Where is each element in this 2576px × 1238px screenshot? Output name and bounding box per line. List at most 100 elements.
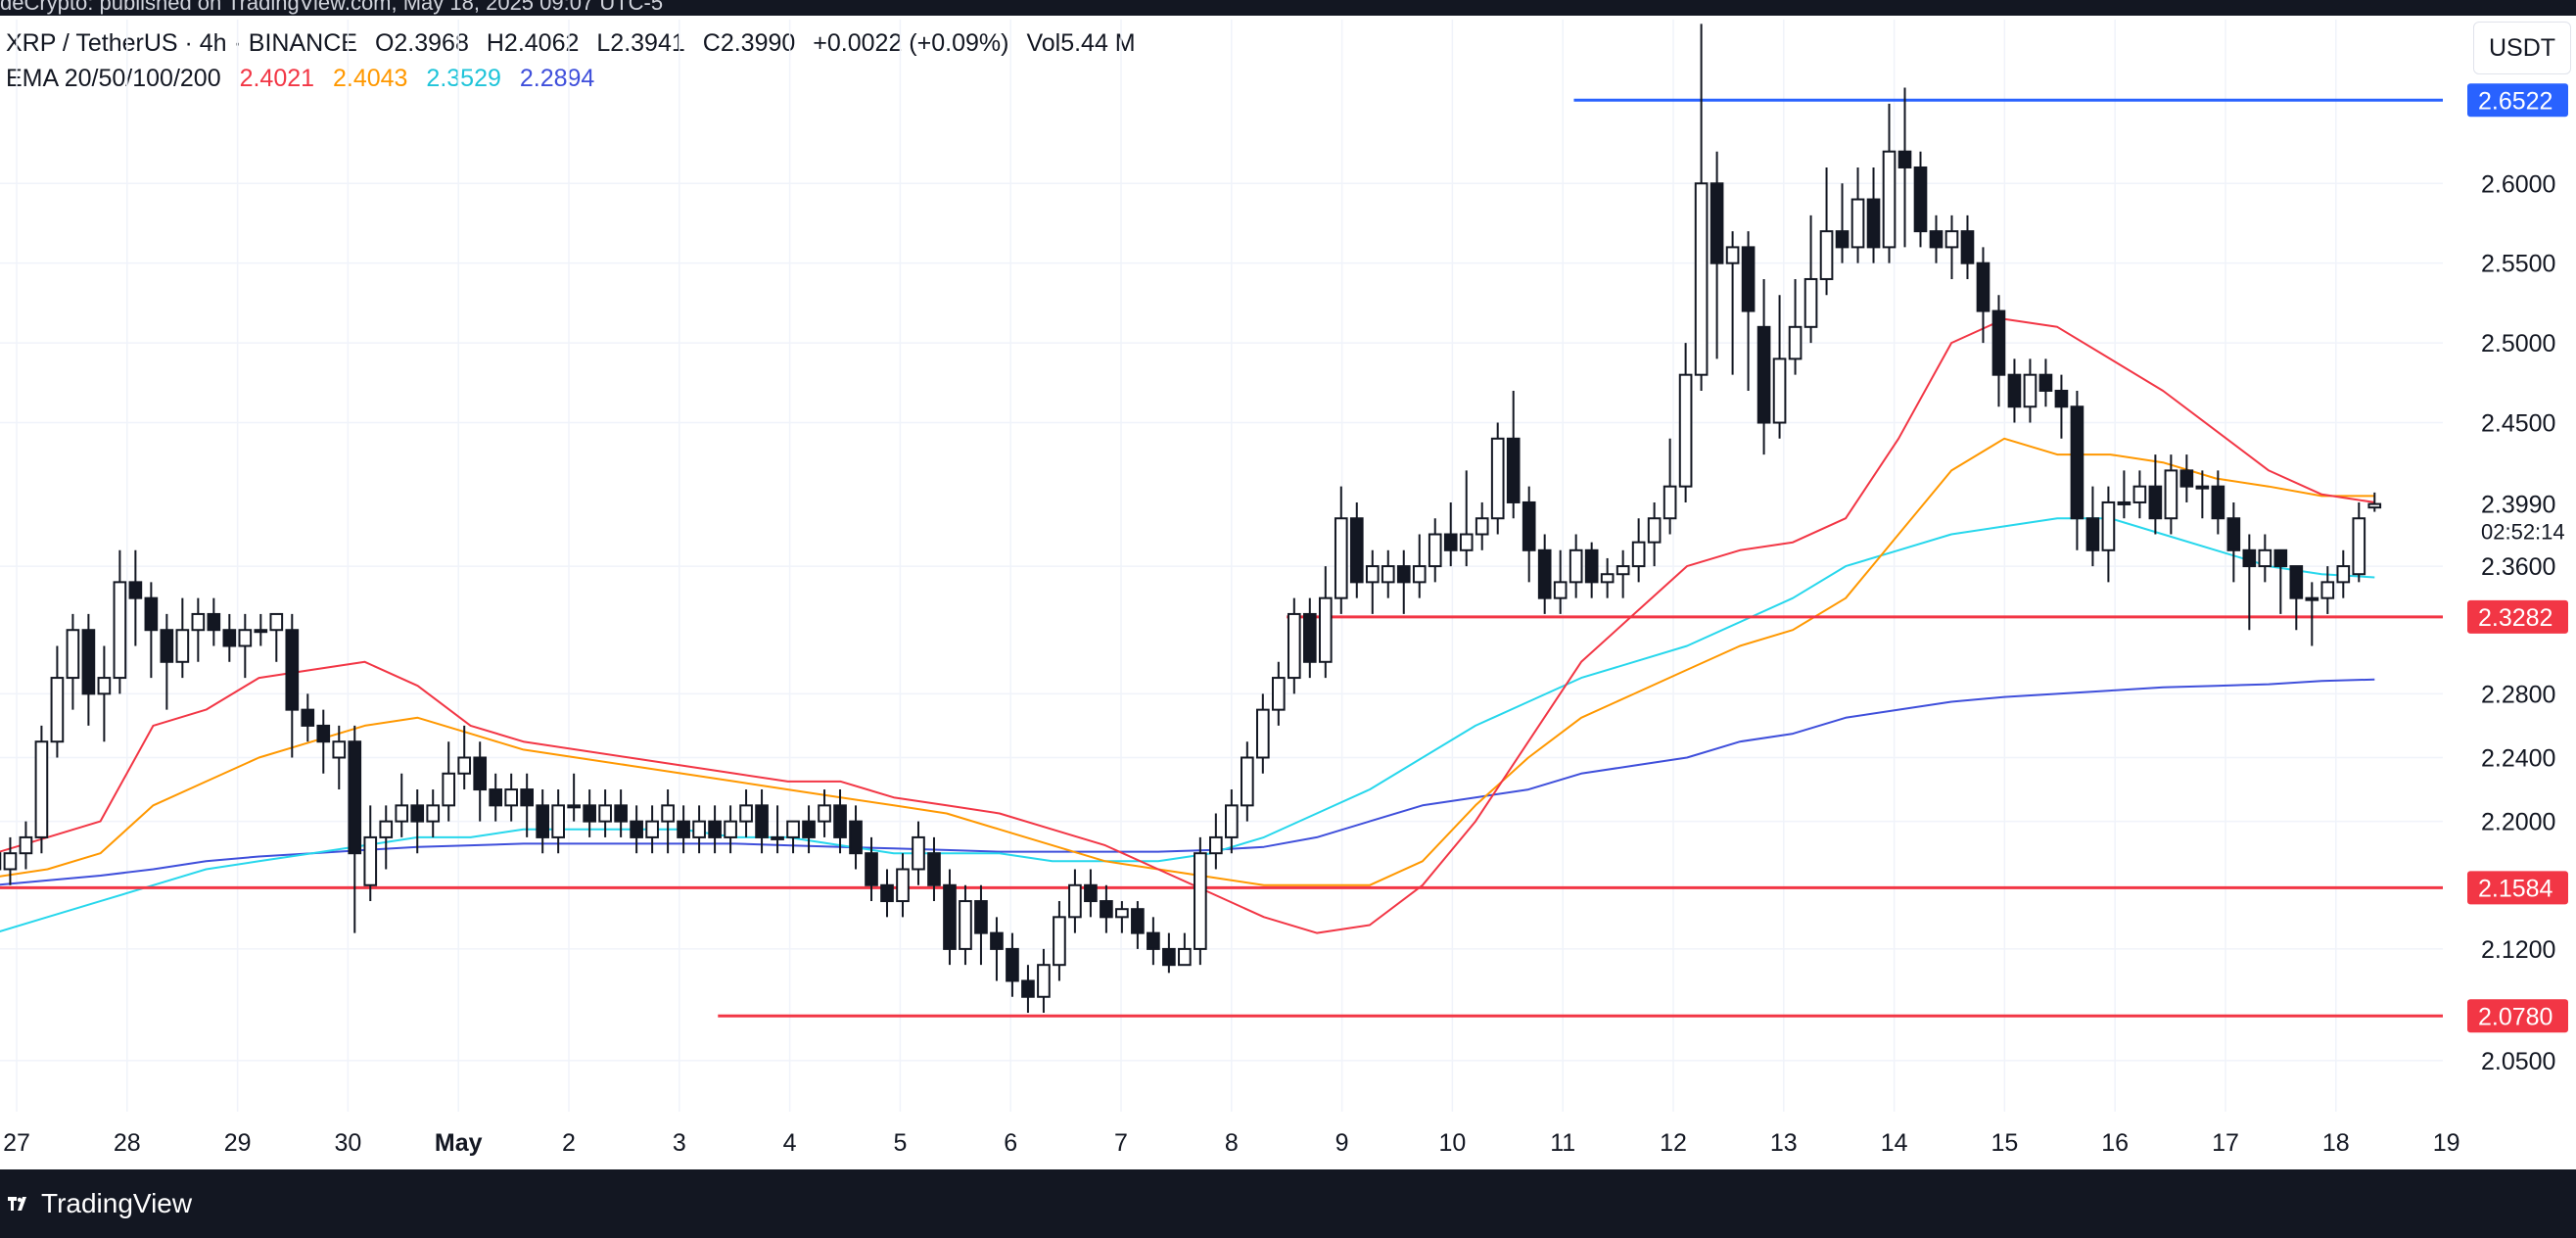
candle-body	[1459, 533, 1474, 551]
candle	[2289, 565, 2304, 631]
candle	[1006, 932, 1019, 997]
candle	[2195, 470, 2210, 519]
candle	[1084, 869, 1098, 918]
candle-body	[1443, 533, 1458, 551]
ema20-line	[0, 317, 2375, 934]
candle-body	[2258, 548, 2272, 568]
candle	[739, 789, 753, 837]
x-tick-label: 18	[2322, 1129, 2350, 1157]
candle	[880, 869, 894, 918]
candle-body	[66, 629, 80, 680]
ema-legend[interactable]: EMA 20/50/100/200 2.4021 2.4043 2.3529 2…	[6, 65, 606, 93]
candle-body	[175, 629, 190, 663]
candle-body	[2023, 373, 2037, 408]
candle	[175, 597, 190, 679]
candle-body	[1084, 883, 1098, 903]
candle	[363, 805, 378, 902]
candle-body	[1850, 198, 1865, 249]
support-2-badge-text: 2.1584	[2478, 875, 2553, 902]
ohlc-legend: XRP / TetherUS · 4h · BINANCE O2.3968 H2…	[6, 29, 1136, 58]
x-tick-label: 4	[783, 1129, 797, 1157]
candle	[630, 805, 643, 854]
candle-body	[489, 788, 503, 807]
open-value: O2.3968	[374, 29, 469, 57]
candle-body	[724, 820, 737, 838]
candle-body	[2211, 485, 2225, 520]
candle	[316, 709, 331, 774]
y-tick-label: 2.2800	[2481, 681, 2555, 708]
candle-body	[1772, 357, 1787, 424]
candle	[2007, 358, 2022, 423]
candle-body	[2179, 469, 2194, 488]
candle-body	[1553, 581, 1568, 599]
candle	[1803, 214, 1818, 344]
candle	[1960, 214, 1975, 279]
candle-body	[1960, 230, 1975, 264]
candle-body	[943, 883, 957, 950]
candle	[1349, 501, 1364, 598]
candle	[2352, 501, 2366, 583]
candle-body	[473, 756, 488, 791]
candle-body	[2352, 517, 2366, 576]
candle-body	[1147, 931, 1160, 950]
current-price-text: 2.3990	[2481, 492, 2555, 519]
x-tick-label: 27	[3, 1129, 30, 1157]
candle	[1209, 813, 1223, 870]
candle-body	[677, 820, 690, 838]
low-value: L2.3941	[596, 29, 685, 57]
candle-body	[426, 804, 441, 823]
candle	[520, 773, 535, 837]
candle-body	[583, 804, 596, 823]
candle	[1741, 231, 1756, 391]
candle	[724, 805, 737, 854]
candle-body	[1349, 517, 1364, 584]
candle-body	[630, 820, 643, 838]
candle	[269, 612, 284, 662]
candle-body	[2054, 389, 2069, 408]
candle	[66, 613, 80, 710]
candle	[128, 549, 143, 646]
candle-body	[771, 835, 784, 840]
candle-body	[2242, 548, 2257, 568]
candle	[2226, 501, 2241, 583]
candle-body	[1663, 485, 1677, 520]
candle	[1021, 965, 1035, 1014]
candle	[1600, 557, 1615, 598]
candle-body	[1694, 182, 1709, 376]
candle	[833, 789, 847, 854]
candle	[3, 836, 18, 885]
candle	[2258, 534, 2272, 583]
candle	[583, 789, 596, 837]
candle-body	[1882, 150, 1897, 249]
currency-button[interactable]: USDT	[2473, 22, 2571, 74]
y-tick-label: 2.0500	[2481, 1048, 2555, 1075]
ema50-value: 2.4043	[333, 65, 408, 92]
candle-body	[1756, 325, 1771, 424]
candle-body	[1819, 230, 1834, 280]
tradingview-logo-icon	[8, 1197, 26, 1211]
ema100-line	[0, 517, 2375, 932]
candle	[598, 789, 612, 837]
symbol-label[interactable]: XRP / TetherUS · 4h · BINANCE	[6, 29, 357, 57]
candle-body	[833, 804, 847, 838]
candle	[1819, 167, 1834, 296]
tradingview-brand[interactable]: TradingView	[41, 1188, 193, 1218]
candle-body	[1334, 517, 1348, 599]
published-text: deCrypto: published on TradingView.com, …	[0, 0, 664, 15]
candle	[1318, 566, 1333, 679]
candle-body	[1803, 277, 1818, 328]
candle-body	[238, 629, 253, 647]
candle-body	[1396, 565, 1411, 584]
candle-body	[708, 820, 722, 838]
candle	[771, 805, 784, 854]
candle	[1194, 836, 1207, 966]
candle-body	[896, 868, 910, 903]
candle-body	[332, 740, 347, 759]
candle	[1241, 741, 1254, 822]
candle-body	[144, 596, 159, 632]
x-tick-label: 30	[334, 1129, 361, 1157]
candle	[1443, 501, 1458, 567]
candle	[536, 789, 550, 854]
candle	[755, 789, 769, 854]
